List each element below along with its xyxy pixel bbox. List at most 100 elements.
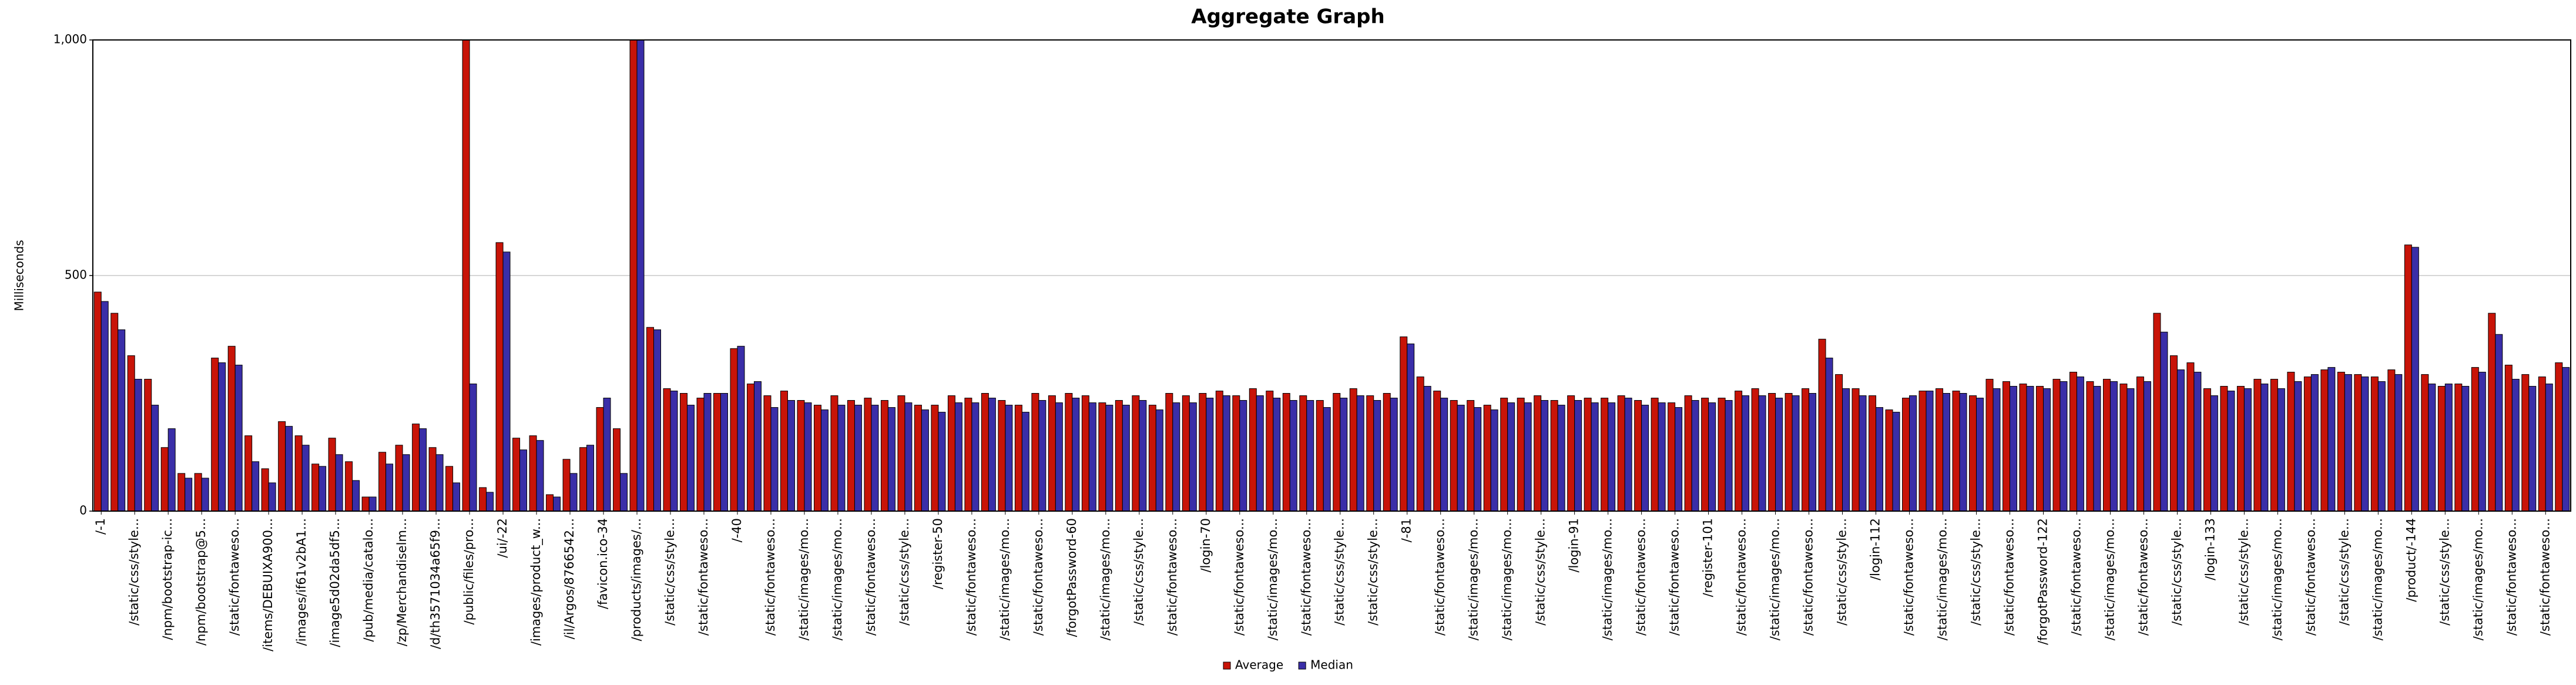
bar	[1959, 393, 1967, 512]
bar	[419, 428, 427, 512]
bar	[1876, 407, 1883, 512]
bar	[1500, 398, 1508, 512]
bar	[1792, 395, 1800, 512]
bar	[2421, 374, 2429, 512]
bar	[620, 473, 628, 512]
bar	[914, 405, 922, 512]
x-tick-label: /static/css/style...	[1366, 518, 1380, 626]
bar	[2243, 388, 2252, 512]
bar	[1323, 407, 1331, 512]
bar	[1751, 388, 1759, 512]
bar	[2555, 362, 2563, 512]
bar	[1148, 405, 1156, 512]
x-tick-label: /static/fontaweso...	[763, 518, 777, 636]
x-tick-label: /static/css/style...	[127, 518, 141, 626]
bar	[1390, 398, 1398, 512]
bar	[703, 393, 712, 512]
bar	[871, 405, 879, 512]
x-tick-label: /static/css/style...	[1835, 518, 1849, 626]
bar	[1735, 390, 1743, 512]
bar	[1885, 409, 1893, 512]
bar	[1835, 374, 1843, 512]
bar	[586, 445, 595, 512]
bar	[1055, 402, 1063, 512]
bar	[2277, 388, 2285, 512]
bar	[2394, 374, 2403, 512]
bar	[2320, 369, 2329, 512]
bar	[2186, 362, 2195, 512]
bar	[318, 466, 327, 512]
x-tick-label: /favicon.ico-34	[596, 518, 610, 609]
bar	[988, 398, 996, 512]
bar	[1038, 400, 1046, 512]
bar	[1340, 398, 1348, 512]
bar	[880, 400, 888, 512]
bar	[2287, 371, 2295, 512]
bar	[1232, 395, 1240, 512]
bar	[629, 39, 638, 512]
x-tick-label: /static/fontaweso...	[1433, 518, 1447, 636]
x-tick-label: /-81	[1400, 518, 1414, 542]
bar	[2370, 376, 2379, 512]
bar	[2511, 378, 2520, 512]
x-tick-label: /static/images/mo...	[998, 518, 1012, 640]
bar	[2236, 385, 2245, 512]
bar	[1969, 395, 1977, 512]
bar	[747, 383, 754, 512]
bar	[519, 449, 528, 512]
bar	[2119, 383, 2128, 512]
bar	[335, 454, 343, 512]
bar	[502, 251, 511, 512]
bar	[2454, 383, 2463, 512]
bar	[1802, 388, 1810, 512]
bar	[1490, 409, 1498, 512]
bar	[1433, 390, 1441, 512]
x-tick-label: /static/images/mo...	[2102, 518, 2117, 640]
bar	[1005, 405, 1013, 512]
bar	[1918, 390, 1927, 512]
x-tick-label: /login-133	[2203, 518, 2217, 580]
bar	[435, 454, 444, 512]
x-tick-label: /static/fontaweso...	[1735, 518, 1749, 636]
bar	[1584, 398, 1592, 512]
x-tick-label: /static/css/style...	[2337, 518, 2351, 626]
bar	[2303, 376, 2312, 512]
x-tick-label: /static/fontaweso...	[1165, 518, 1179, 636]
x-tick-label: /product/-144	[2404, 518, 2418, 602]
x-tick-label: /images/product_w...	[529, 518, 544, 646]
bar	[887, 407, 895, 512]
x-tick-label: /ui/-22	[495, 518, 509, 558]
bar	[1985, 378, 1994, 512]
bar	[2160, 331, 2168, 512]
bar	[1701, 398, 1709, 512]
bar	[452, 482, 461, 512]
x-tick-label: /static/css/style...	[1534, 518, 1548, 626]
bar	[1249, 388, 1257, 512]
bar	[2227, 390, 2235, 512]
bar	[1206, 398, 1214, 512]
bar	[1809, 393, 1817, 512]
bar	[177, 473, 186, 512]
bar	[1215, 390, 1223, 512]
chart-title: Aggregate Graph	[1191, 5, 1384, 29]
bar	[2495, 334, 2503, 512]
x-tick-label: /static/fontaweso...	[2002, 518, 2016, 636]
bar	[1282, 393, 1290, 512]
bar	[201, 478, 209, 512]
bar	[268, 482, 276, 512]
bar	[1081, 395, 1089, 512]
x-tick-label: /static/images/mo...	[1266, 518, 1280, 640]
bar	[904, 402, 913, 512]
bar	[613, 428, 621, 512]
bar	[1132, 395, 1140, 512]
bar	[1943, 393, 1950, 512]
bar	[1658, 402, 1666, 512]
bar	[301, 445, 310, 512]
bar	[1718, 398, 1726, 512]
bar	[954, 402, 962, 512]
bar	[653, 329, 661, 512]
bar	[1524, 402, 1532, 512]
bar	[2504, 364, 2513, 512]
x-tick-label: /static/fontaweso...	[1634, 518, 1648, 636]
bar	[1316, 400, 1324, 512]
